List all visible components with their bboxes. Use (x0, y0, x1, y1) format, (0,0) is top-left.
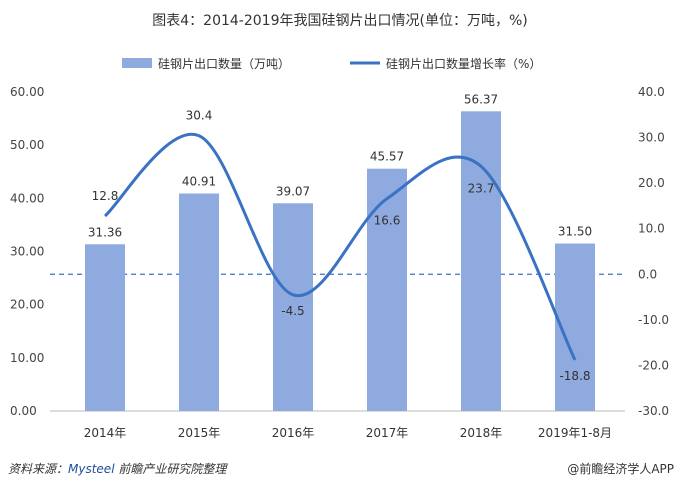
line-data-label: 12.8 (92, 189, 119, 203)
left-tick-label: 20.00 (10, 298, 44, 312)
legend-bar-label: 硅钢片出口数量（万吨） (158, 56, 290, 71)
left-tick-label: 30.00 (10, 245, 44, 259)
bar-data-label: 45.57 (370, 150, 404, 164)
chart-title: 图表4：2014-2019年我国硅钢片出口情况(单位：万吨，%) (152, 13, 528, 29)
x-tick-label: 2017年 (366, 426, 409, 440)
chart: 0.00 10.00 20.00 30.00 40.00 50.00 60.00 -30.0 -… (10, 56, 669, 440)
right-tick-label: -20.0 (638, 358, 669, 372)
x-tick-label: 2019年1-8月 (538, 426, 612, 440)
right-tick-label: 0.0 (638, 267, 657, 281)
line-data-label: 23.7 (468, 181, 495, 195)
source-prefix: 资料来源： (8, 462, 69, 476)
left-tick-label: 0.00 (10, 404, 37, 418)
line-data-label: 16.6 (374, 214, 401, 228)
line-data-label: 30.4 (186, 109, 213, 123)
right-tick-label: -10.0 (638, 313, 669, 327)
bar-data-label: 56.37 (464, 92, 498, 106)
bar (367, 168, 407, 411)
left-tick-label: 40.00 (10, 191, 44, 205)
bar (179, 193, 219, 411)
left-tick-label: 60.00 (10, 85, 44, 99)
legend-bar-swatch (122, 58, 152, 68)
bar-data-label: 40.91 (182, 174, 216, 188)
bar (273, 203, 313, 411)
right-tick-label: 40.0 (638, 85, 665, 99)
source-mysteel: Mysteel (68, 462, 115, 476)
bar-data-label: 31.50 (558, 225, 592, 239)
legend-line-label: 硅钢片出口数量增长率（%） (386, 56, 541, 71)
bar (461, 111, 501, 411)
x-tick-label: 2018年 (460, 426, 503, 440)
brand-credit: @前瞻经济学人APP (567, 462, 674, 476)
line-data-label: -18.8 (559, 369, 590, 383)
x-tick-label: 2015年 (178, 426, 221, 440)
x-tick-label: 2016年 (272, 426, 315, 440)
left-tick-label: 50.00 (10, 138, 44, 152)
growth-rate-line (103, 132, 577, 361)
bar-data-label: 39.07 (276, 184, 310, 198)
left-tick-label: 10.00 (10, 351, 44, 365)
right-tick-label: 30.0 (638, 131, 665, 145)
right-tick-label: 10.0 (638, 222, 665, 236)
bar-data-label: 31.36 (88, 225, 122, 239)
bar (85, 244, 125, 411)
source-note: 资料来源：Mysteel 前瞻产业研究院整理 (8, 460, 226, 477)
x-tick-label: 2014年 (84, 426, 127, 440)
right-tick-label: 20.0 (638, 176, 665, 190)
source-rest: 前瞻产业研究院整理 (114, 462, 227, 476)
right-tick-label: -30.0 (638, 404, 669, 418)
line-data-label: -4.5 (281, 304, 304, 318)
